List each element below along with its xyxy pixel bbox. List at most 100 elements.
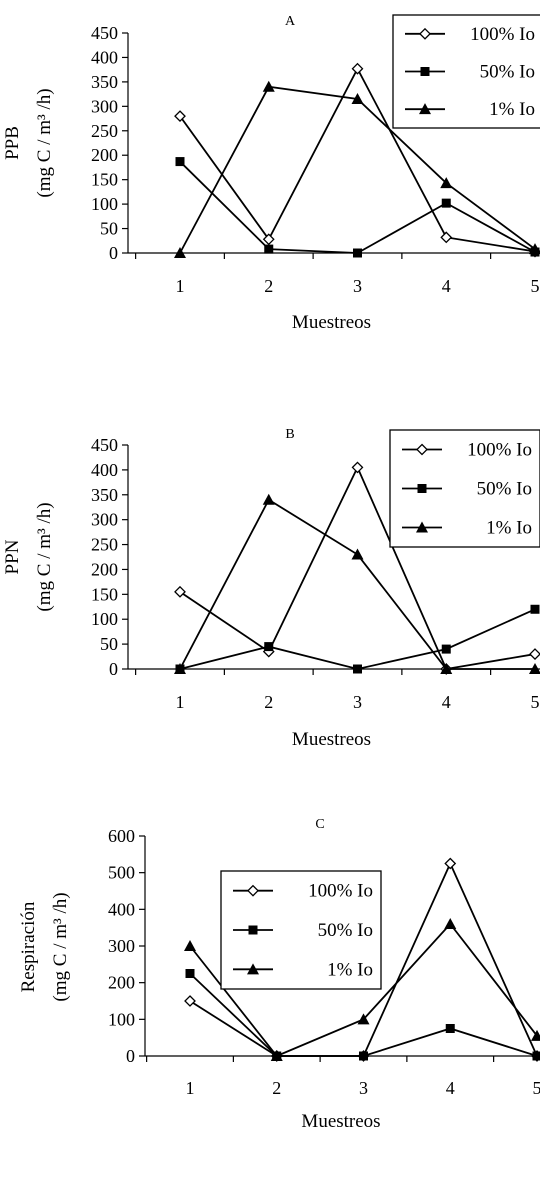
data-point bbox=[351, 62, 364, 75]
y-tick-label: 400 bbox=[91, 47, 118, 67]
y-tick-label: 400 bbox=[91, 460, 118, 480]
legend-entry: 1% Io bbox=[486, 518, 532, 539]
legend: 100% Io 50% Io 1% Io bbox=[220, 870, 382, 990]
y-axis-title: PPB bbox=[2, 126, 23, 160]
y-tick-label: 100 bbox=[91, 609, 118, 629]
legend-entry: 50% Io bbox=[318, 920, 373, 941]
data-point bbox=[184, 940, 196, 951]
legend-marker bbox=[248, 925, 258, 935]
data-point bbox=[264, 244, 274, 254]
chart-panel-b: 0 50 100 150 200 250 300 350 400 450 1 2 3 4 5 Muestreo… bbox=[2, 427, 540, 750]
y-axis-units: (mg C / m³ /h) bbox=[34, 88, 55, 197]
data-point bbox=[441, 198, 451, 208]
legend-marker bbox=[419, 27, 431, 40]
legend-marker bbox=[417, 484, 427, 493]
data-point bbox=[530, 604, 540, 614]
data-point bbox=[445, 1024, 455, 1033]
x-axis-title: Muestreos bbox=[292, 312, 371, 333]
y-tick-label: 100 bbox=[91, 194, 118, 214]
x-tick-label: 3 bbox=[353, 692, 362, 712]
x-tick-label: 5 bbox=[531, 276, 540, 296]
legend-entry: 50% Io bbox=[480, 62, 535, 83]
y-tick-label: 350 bbox=[91, 485, 118, 505]
data-point bbox=[184, 995, 196, 1007]
y-axis-units: (mg C / m³ /h) bbox=[34, 502, 55, 611]
data-point bbox=[357, 1013, 370, 1025]
legend-marker bbox=[247, 884, 259, 897]
data-point bbox=[353, 664, 362, 674]
x-tick-label: 4 bbox=[442, 692, 451, 712]
y-tick-label: 200 bbox=[91, 559, 118, 579]
y-tick-label: 300 bbox=[91, 510, 118, 530]
data-point bbox=[441, 644, 451, 654]
data-point bbox=[264, 642, 274, 652]
x-tick-label: 5 bbox=[533, 1078, 540, 1098]
legend: 100% Io 50% Io 1% Io bbox=[392, 14, 540, 129]
data-point bbox=[531, 1029, 540, 1041]
legend-marker bbox=[247, 963, 259, 975]
x-axis-title: Muestreos bbox=[301, 1111, 380, 1132]
data-point bbox=[353, 248, 362, 258]
data-point bbox=[351, 461, 364, 474]
series-line bbox=[179, 608, 536, 670]
x-tick-label: 1 bbox=[186, 1078, 195, 1098]
data-point bbox=[529, 648, 540, 660]
data-point bbox=[174, 110, 186, 123]
y-axis-units: (mg C / m³ /h) bbox=[50, 892, 71, 1001]
y-tick-label: 200 bbox=[108, 973, 135, 993]
series-line bbox=[179, 160, 536, 254]
panel-title: B bbox=[285, 427, 294, 442]
y-tick-label: 250 bbox=[91, 535, 118, 555]
y-axis-title: PPN bbox=[2, 539, 23, 574]
x-tick-label: 3 bbox=[353, 276, 362, 296]
data-point bbox=[529, 243, 540, 255]
y-tick-label: 150 bbox=[91, 584, 118, 604]
data-point bbox=[444, 857, 457, 870]
legend-entry: 1% Io bbox=[489, 99, 535, 120]
x-axis-title: Muestreos bbox=[292, 729, 371, 750]
data-point bbox=[174, 247, 186, 258]
x-tick-label: 2 bbox=[264, 692, 273, 712]
legend-entry: 100% Io bbox=[467, 440, 532, 461]
x-tick-label: 2 bbox=[264, 276, 273, 296]
y-tick-label: 0 bbox=[109, 243, 118, 263]
legend-marker bbox=[419, 103, 431, 115]
chart-panel-a: 0 50 100 150 200 250 300 350 400 450 1 2 3 4 5 Muestreo… bbox=[2, 14, 540, 333]
data-point bbox=[359, 1051, 368, 1061]
legend-entry: 1% Io bbox=[327, 959, 373, 980]
data-point bbox=[351, 548, 364, 560]
legend-marker bbox=[420, 67, 430, 76]
data-point bbox=[262, 80, 275, 92]
y-tick-label: 300 bbox=[108, 936, 135, 956]
x-tick-label: 1 bbox=[176, 692, 185, 712]
data-point bbox=[529, 663, 540, 674]
chart-panel-c: 0 100 200 300 400 500 600 1 2 3 4 5 Muestreos Respira… bbox=[18, 817, 540, 1132]
y-tick-label: 350 bbox=[91, 72, 118, 92]
data-point bbox=[262, 493, 275, 505]
x-tick-label: 2 bbox=[272, 1078, 281, 1098]
data-point bbox=[440, 231, 453, 244]
y-tick-label: 200 bbox=[91, 145, 118, 165]
legend-entry: 100% Io bbox=[308, 881, 373, 902]
y-tick-label: 100 bbox=[108, 1009, 135, 1029]
panel-title: A bbox=[285, 14, 296, 29]
y-tick-label: 450 bbox=[91, 435, 118, 455]
x-tick-label: 3 bbox=[359, 1078, 368, 1098]
y-tick-label: 300 bbox=[91, 96, 118, 116]
y-tick-label: 250 bbox=[91, 121, 118, 141]
legend-entry: 100% Io bbox=[470, 24, 535, 45]
data-point bbox=[185, 969, 195, 978]
x-tick-label: 4 bbox=[446, 1078, 455, 1098]
data-point bbox=[351, 93, 364, 104]
data-point bbox=[444, 918, 457, 929]
y-tick-label: 0 bbox=[126, 1046, 135, 1066]
y-tick-label: 450 bbox=[91, 23, 118, 43]
data-point bbox=[174, 663, 186, 674]
y-tick-label: 0 bbox=[109, 659, 118, 679]
y-tick-label: 500 bbox=[108, 863, 135, 883]
x-tick-label: 4 bbox=[442, 276, 451, 296]
y-axis-title: Respiración bbox=[18, 901, 39, 992]
legend-marker bbox=[416, 443, 428, 456]
data-point bbox=[532, 1051, 540, 1061]
x-tick-label: 5 bbox=[531, 692, 540, 712]
